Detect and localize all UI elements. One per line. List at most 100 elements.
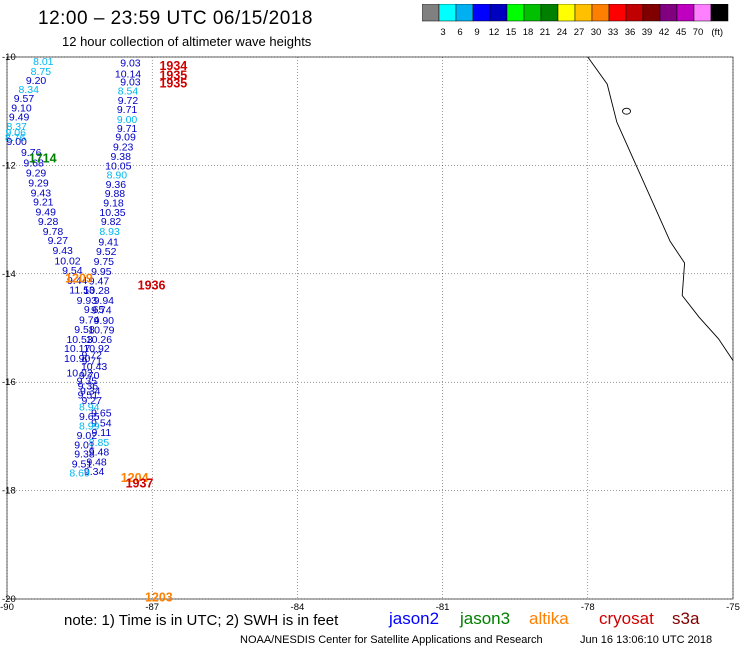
swh-point: 9.65 [84, 304, 105, 316]
x-tick-label: -75 [726, 602, 740, 613]
swh-point: 9.94 [94, 295, 115, 307]
legend-s3a: s3a [672, 609, 700, 628]
colorbar-unit: (ft) [711, 27, 723, 38]
swh-point: 9.58 [74, 324, 95, 336]
swh-point: 9.28 [38, 216, 59, 228]
swh-point: 9.74 [79, 314, 100, 326]
colorbar-label: 9 [474, 27, 479, 38]
swh-point: 9.03 [120, 76, 141, 88]
swh-point: 9.36 [106, 179, 127, 191]
swh-point: 9.47 [89, 275, 110, 287]
swh-point: 9.10 [11, 102, 32, 114]
page-subtitle: 12 hour collection of altimeter wave hei… [62, 34, 312, 49]
page-title: 12:00 – 23:59 UTC 06/15/2018 [38, 8, 313, 29]
pass-time-label: 1937 [126, 476, 154, 490]
legend-cryosat: cryosat [599, 609, 654, 628]
pass-time-label: 1204 [121, 471, 149, 485]
swh-point: 9.01 [74, 440, 95, 452]
x-tick-label: -81 [436, 602, 450, 613]
swh-point: 9.65 [91, 408, 112, 420]
swh-point: 10.92 [83, 343, 109, 355]
pass-time-label: 1935 [159, 68, 187, 82]
swh-point: 9.90 [94, 315, 115, 327]
swh-point: 10.90 [64, 353, 90, 365]
swh-point: 9.72 [81, 350, 102, 362]
swh-point: 9.51 [72, 459, 93, 471]
y-tick-label: -10 [2, 52, 16, 63]
swh-point: 9.49 [9, 112, 30, 124]
pass-time-label: 1934 [159, 59, 187, 73]
swh-point: 9.88 [105, 188, 126, 200]
pass-time-label: 1203 [145, 590, 173, 604]
swh-point: 9.44 [67, 275, 88, 287]
swh-point: 8.34 [19, 84, 40, 96]
swh-point: 9.03 [120, 57, 141, 69]
swh-point: 9.43 [31, 188, 52, 200]
y-tick-label: -18 [2, 486, 16, 497]
swh-point: 8.94 [79, 402, 100, 414]
swh-point: 11.53 [69, 285, 95, 297]
legend-jason2: jason2 [389, 609, 440, 628]
swh-point: 8.85 [89, 437, 110, 449]
swh-point: 9.00 [117, 114, 138, 126]
swh-point: 9.29 [26, 167, 47, 179]
colorbar-label: 30 [591, 27, 602, 38]
colorbar-label: 42 [659, 27, 670, 38]
swh-point: 8.93 [99, 226, 120, 238]
x-tick-label: -90 [0, 602, 14, 613]
swh-point: 9.68 [23, 158, 44, 170]
swh-point: 8.37 [6, 121, 27, 133]
swh-point: 9.75 [94, 256, 115, 268]
swh-point: 8.54 [118, 86, 139, 98]
pass-time-label: 1714 [29, 151, 57, 165]
swh-point: 10.79 [88, 325, 114, 337]
legend-altika: altika [529, 609, 569, 628]
colorbar-label: 27 [574, 27, 585, 38]
colorbar: 3 6 9 12 15 18 21 24 27 30 33 36 39 42 45 70 (ft) [422, 4, 729, 38]
x-tick-label: -87 [145, 602, 159, 613]
swh-point: 9.93 [77, 295, 98, 307]
swh-point: 9.71 [81, 356, 102, 368]
legend-jason3: jason3 [460, 609, 511, 628]
swh-point: 9.49 [36, 206, 57, 218]
swh-point: 9.29 [28, 178, 49, 190]
credit-text: NOAA/NESDIS Center for Satellite Applica… [240, 634, 543, 646]
colorbar-label: 18 [523, 27, 534, 38]
swh-point: 9.11 [92, 427, 112, 439]
y-tick-label: -20 [2, 594, 16, 605]
colorbar-label: 70 [693, 27, 704, 38]
colorbar-label: 45 [676, 27, 687, 38]
swh-point: 10.35 [99, 207, 125, 219]
colorbar-label: 39 [642, 27, 653, 38]
colorbar-label: 21 [540, 27, 551, 38]
swh-point: 8.69 [69, 468, 90, 480]
swh-point: 8.75 [31, 66, 52, 78]
swh-point: 9.54 [91, 417, 112, 429]
x-tick-label: -84 [291, 602, 305, 613]
swh-point: 9.34 [80, 385, 101, 397]
swh-point: 10.02 [66, 367, 92, 379]
colorbar-label: 24 [557, 27, 568, 38]
swh-point: 10.26 [86, 334, 112, 346]
coastline [587, 56, 734, 361]
island [622, 107, 631, 115]
colorbar-label: 33 [608, 27, 619, 38]
swh-point: 9.38 [74, 449, 95, 461]
swh-point: 9.78 [43, 226, 64, 238]
swh-point: 9.52 [96, 246, 117, 258]
colorbar-label: 12 [489, 27, 500, 38]
swh-point: 10.02 [54, 255, 80, 267]
swh-point: 9.00 [6, 136, 27, 148]
swh-point: 9.38 [111, 151, 132, 163]
swh-point: 10.05 [105, 160, 131, 172]
footer-note: note: 1) Time is in UTC; 2) SWH is in fe… [64, 612, 339, 629]
colorbar-label: 15 [506, 27, 517, 38]
swh-point: 8.99 [79, 421, 100, 433]
colorbar-label: 6 [457, 27, 462, 38]
swh-point: 9.27 [81, 395, 102, 407]
swh-point: 9.06 [5, 127, 26, 139]
swh-point: 10.53 [66, 334, 92, 346]
x-tick-label: -78 [581, 602, 595, 613]
swh-point: 9.48 [89, 447, 110, 459]
